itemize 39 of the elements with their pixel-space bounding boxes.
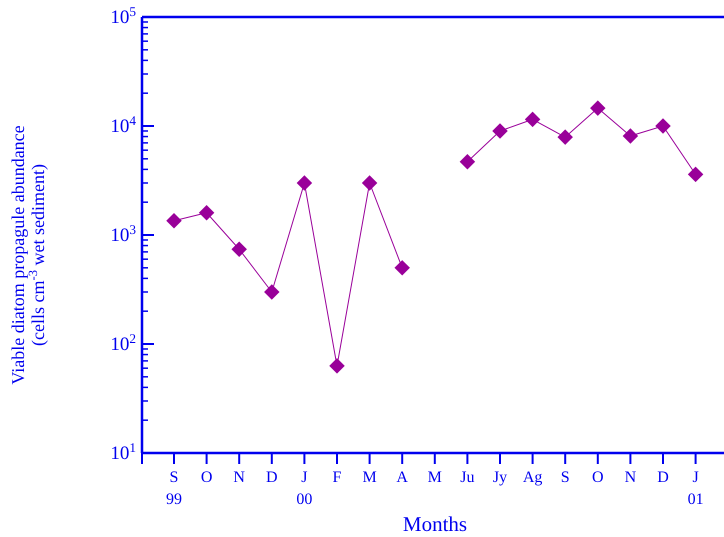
x-tick-label: M <box>362 469 377 486</box>
point <box>264 284 280 300</box>
x-tick-label: Ju <box>460 469 475 486</box>
point <box>296 175 312 191</box>
x-tick-label: F <box>332 469 342 486</box>
point <box>688 166 704 182</box>
x-tick-label: D <box>657 469 669 486</box>
x-tick-label: N <box>624 469 637 486</box>
point <box>231 242 247 257</box>
point <box>198 205 214 220</box>
point <box>492 123 508 139</box>
x-tick-label: J 01 <box>688 469 704 508</box>
x-axis-title: Months <box>402 512 468 536</box>
x-tick-label: A <box>396 469 408 486</box>
x-tick-label: S 99 <box>166 469 182 508</box>
x-tick-label: D <box>266 469 278 486</box>
point <box>524 112 540 128</box>
point <box>557 129 573 145</box>
x-tick-label: N <box>233 469 246 486</box>
point <box>394 260 410 276</box>
x-tick-label: M <box>428 469 442 486</box>
x-tick-label: Jy <box>492 469 508 486</box>
y-tick-label: 10$^{5}$ <box>110 4 136 28</box>
point <box>622 128 638 144</box>
point <box>329 358 345 374</box>
x-tick-label: O <box>200 469 212 486</box>
point <box>655 118 671 134</box>
point <box>362 175 378 191</box>
x-tick-label: O <box>592 469 604 486</box>
point <box>166 213 182 229</box>
y-tick-label: 10$^{2}$ <box>110 330 136 355</box>
x-tick-label: Ag <box>522 469 542 486</box>
y-tick-label: 10$^{4}$ <box>110 112 136 137</box>
y-tick-label: 10$^{3}$ <box>110 222 136 246</box>
point <box>590 100 606 116</box>
y-tick-label: 10$^{1}$ <box>110 440 136 464</box>
x-tick-label: S <box>560 469 570 486</box>
point <box>460 154 476 170</box>
x-tick-label: J 00 <box>296 469 312 508</box>
